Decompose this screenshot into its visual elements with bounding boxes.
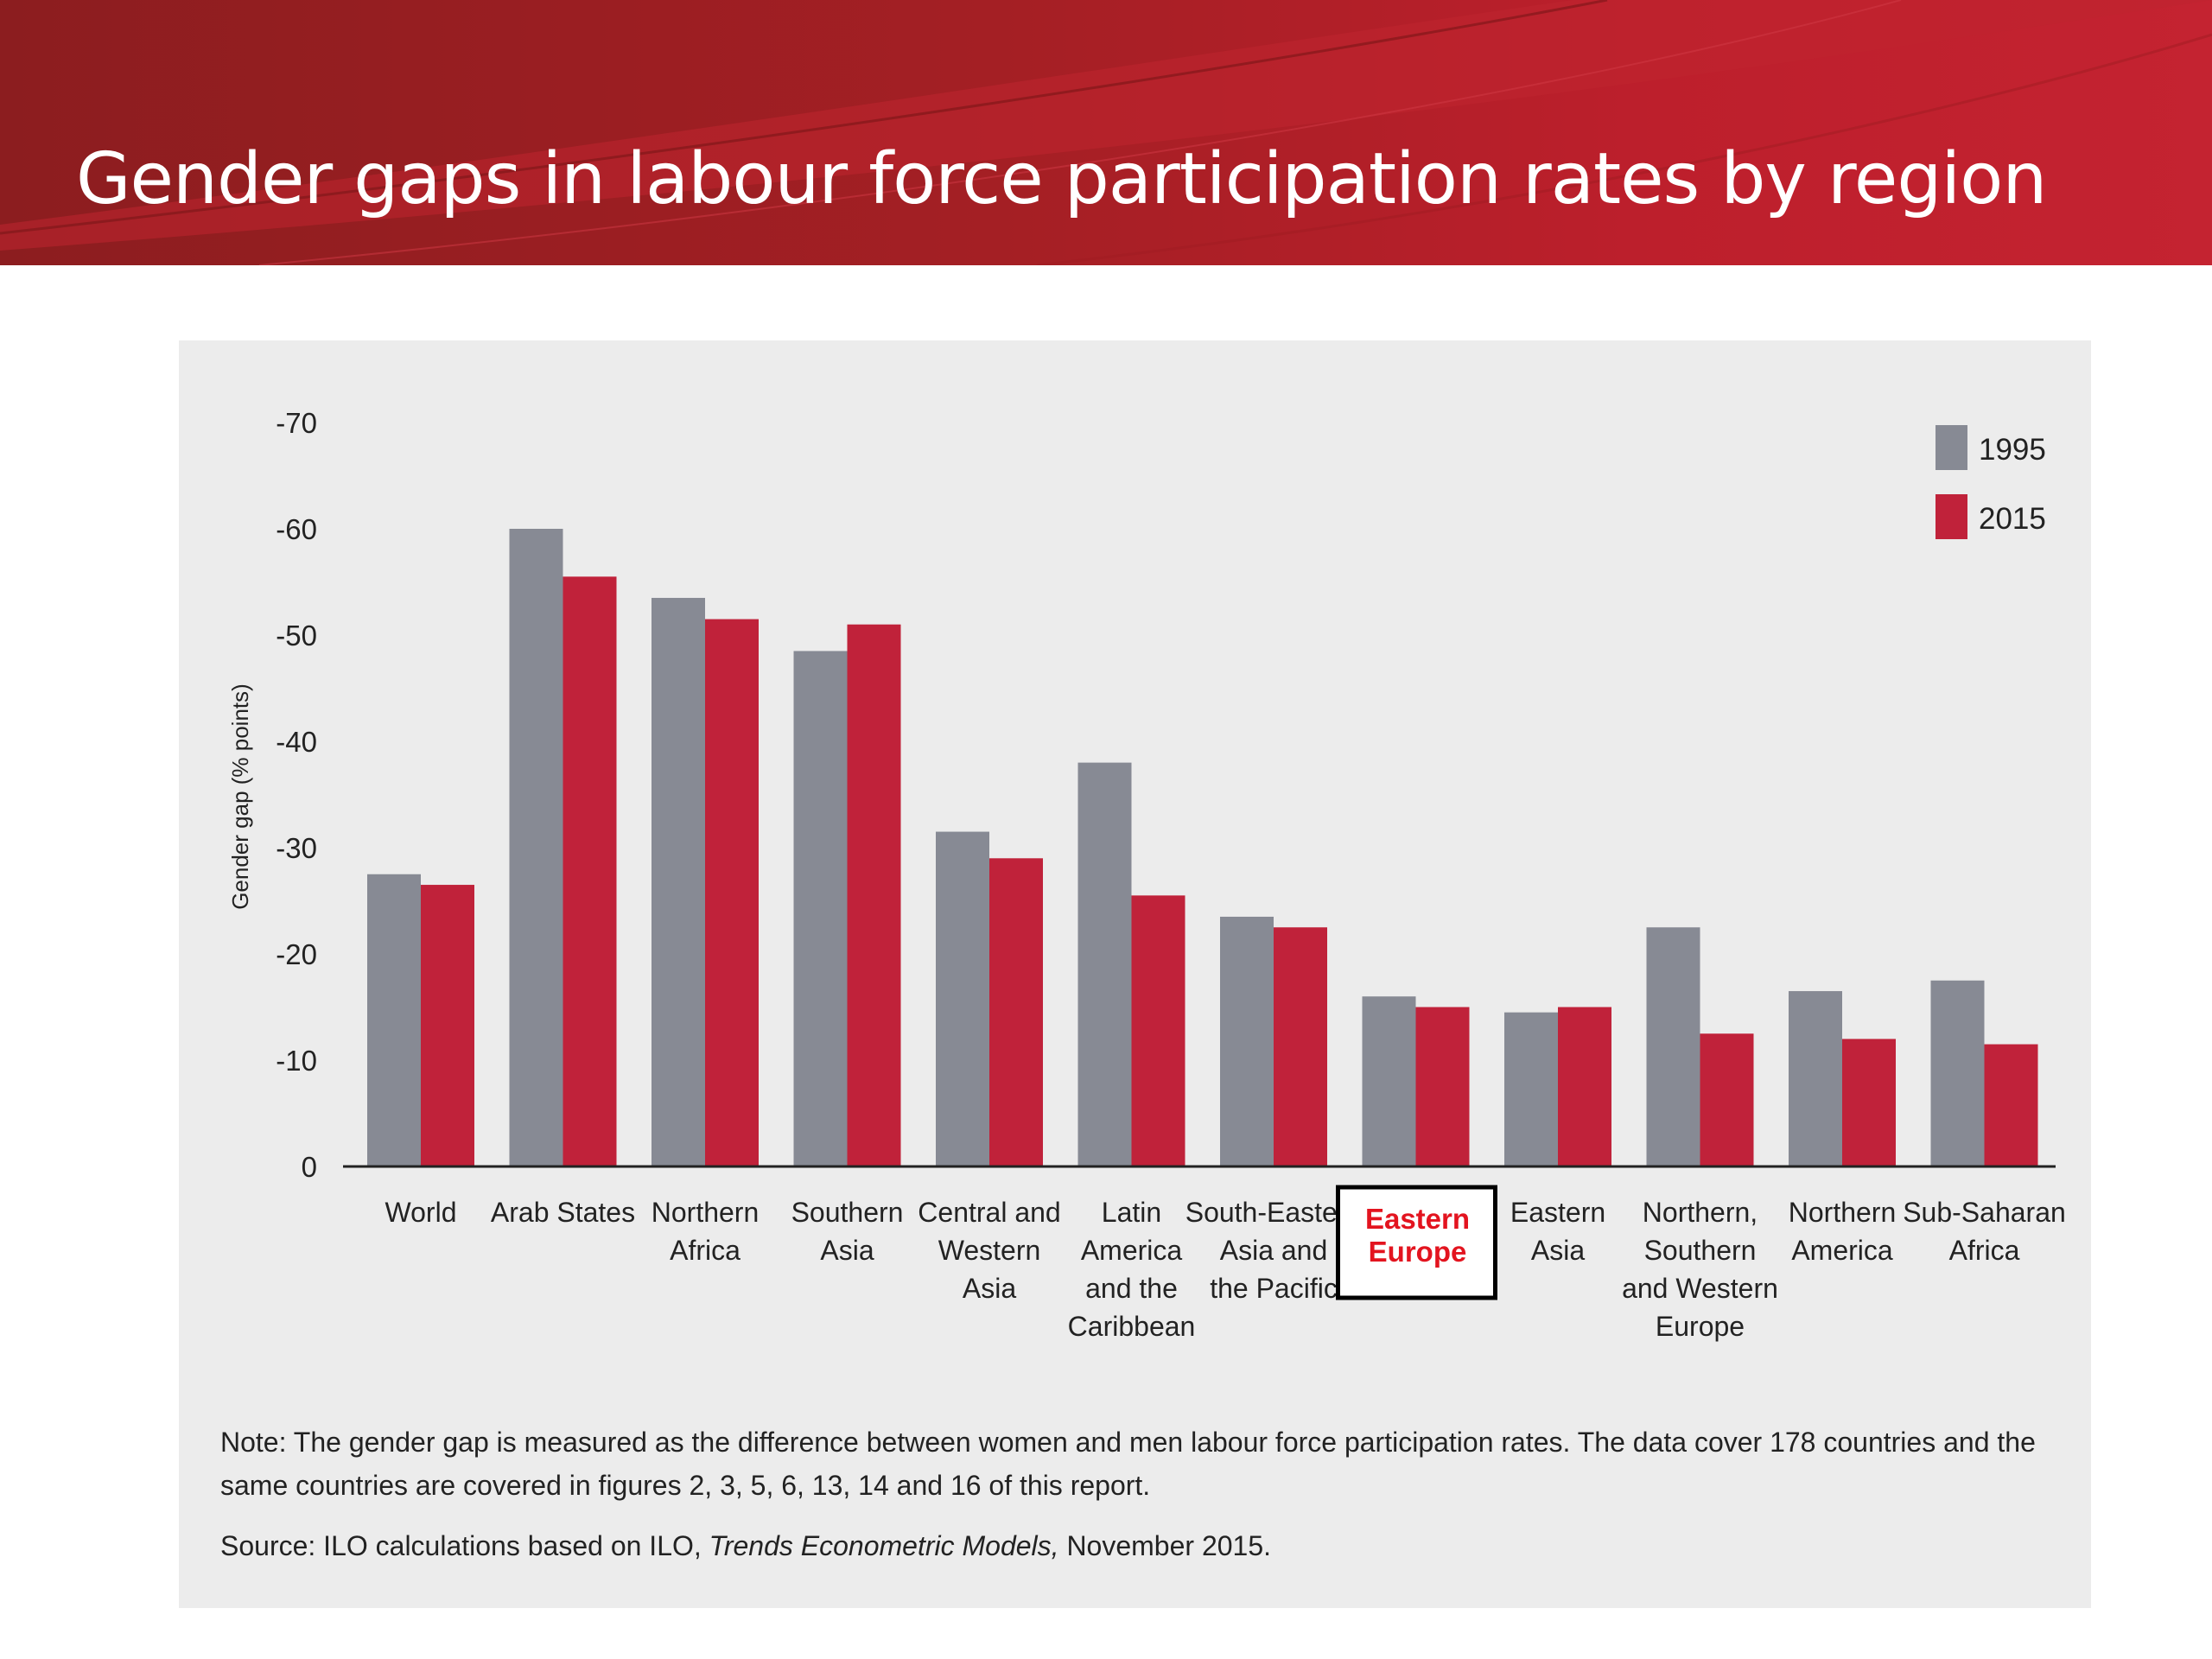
category-label: Asia [1531, 1235, 1585, 1266]
y-tick-label: 0 [302, 1151, 317, 1183]
bar-2015-2 [705, 619, 759, 1166]
category-label: America [1081, 1235, 1183, 1266]
category-label: Northern [1789, 1197, 1897, 1228]
category-label: the Pacific [1210, 1273, 1338, 1304]
bar-2015-10 [1842, 1039, 1896, 1166]
y-tick-label: -10 [276, 1045, 317, 1077]
category-label: Asia [820, 1235, 874, 1266]
legend-swatch-2015 [1936, 494, 1967, 539]
bar-1995-1 [509, 529, 563, 1166]
y-tick-label: -60 [276, 513, 317, 545]
category-label: and the [1085, 1273, 1178, 1304]
category-label: Sub-Saharan [1903, 1197, 2066, 1228]
category-label: Eastern [1510, 1197, 1605, 1228]
y-tick-label: -50 [276, 620, 317, 652]
bar-1995-5 [1077, 762, 1132, 1166]
category-label: Asia [963, 1273, 1016, 1304]
y-axis-title: Gender gap (% points) [227, 683, 253, 910]
bar-2015-9 [1700, 1033, 1754, 1166]
bar-2015-5 [1131, 895, 1185, 1166]
bar-2015-1 [563, 576, 617, 1166]
chart-note: Note: The gender gap is measured as the … [220, 1427, 2036, 1501]
bar-1995-3 [793, 651, 848, 1166]
category-label: South-Eastern [1185, 1197, 1363, 1228]
chart-panel: 0 -10 -20 -30 -40 -50 -60 -70 Gender gap (% poin… [179, 340, 2091, 1608]
category-label: Africa [670, 1235, 741, 1266]
bar-2015-0 [421, 885, 474, 1166]
category-label: Northern [652, 1197, 760, 1228]
category-label: Europe [1656, 1311, 1745, 1342]
category-label: Latin [1102, 1197, 1161, 1228]
bar-2015-3 [847, 624, 901, 1166]
source-suffix: November 2015. [1058, 1530, 1272, 1561]
category-label: World [385, 1197, 457, 1228]
category-label-highlighted: Eastern [1365, 1203, 1470, 1235]
category-label: Western [938, 1235, 1041, 1266]
slide-title: Gender gaps in labour force participatio… [76, 138, 2047, 220]
category-label: Arab States [491, 1197, 635, 1228]
bar-1995-7 [1362, 996, 1416, 1166]
legend-swatch-1995 [1936, 425, 1967, 470]
bar-1995-0 [367, 874, 421, 1166]
category-label: Northern, [1643, 1197, 1758, 1228]
y-tick-label: -20 [276, 938, 317, 970]
category-label: Asia and [1220, 1235, 1328, 1266]
y-tick-label: -40 [276, 726, 317, 758]
legend-label-2015: 2015 [1979, 502, 2046, 536]
bar-1995-2 [652, 597, 705, 1166]
bar-2015-4 [989, 858, 1043, 1166]
bar-1995-4 [936, 831, 989, 1166]
category-label: Africa [1949, 1235, 2020, 1266]
y-tick-label: -70 [276, 407, 317, 439]
bar-2015-6 [1274, 927, 1327, 1166]
category-label: Southern [1644, 1235, 1757, 1266]
highlight-box [1336, 1185, 1497, 1300]
y-tick-label: -30 [276, 832, 317, 864]
bar-1995-9 [1646, 927, 1700, 1166]
category-label: America [1791, 1235, 1893, 1266]
banner-swoosh [0, 0, 2212, 265]
chart-source: Source: ILO calculations based on ILO, T… [220, 1524, 2061, 1567]
category-label: Southern [791, 1197, 904, 1228]
bar-1995-10 [1789, 991, 1842, 1166]
bar-1995-11 [1930, 980, 1985, 1166]
source-italic: Trends Econometric Models, [709, 1530, 1059, 1561]
legend-label-1995: 1995 [1979, 433, 2046, 467]
bar-chart: 0 -10 -20 -30 -40 -50 -60 -70 Gender gap (% poin… [227, 407, 2066, 1342]
bar-2015-11 [1984, 1044, 2038, 1166]
category-label: Central and [918, 1197, 1060, 1228]
title-banner: Gender gaps in labour force participatio… [0, 0, 2212, 265]
category-label: Caribbean [1068, 1311, 1196, 1342]
bar-1995-8 [1504, 1012, 1558, 1166]
category-label: and Western [1622, 1273, 1778, 1304]
bar-1995-6 [1220, 916, 1274, 1166]
category-label-highlighted: Europe [1369, 1236, 1467, 1268]
bar-2015-7 [1415, 1007, 1470, 1166]
source-prefix: Source: ILO calculations based on ILO, [220, 1530, 709, 1561]
bar-2015-8 [1558, 1007, 1611, 1166]
